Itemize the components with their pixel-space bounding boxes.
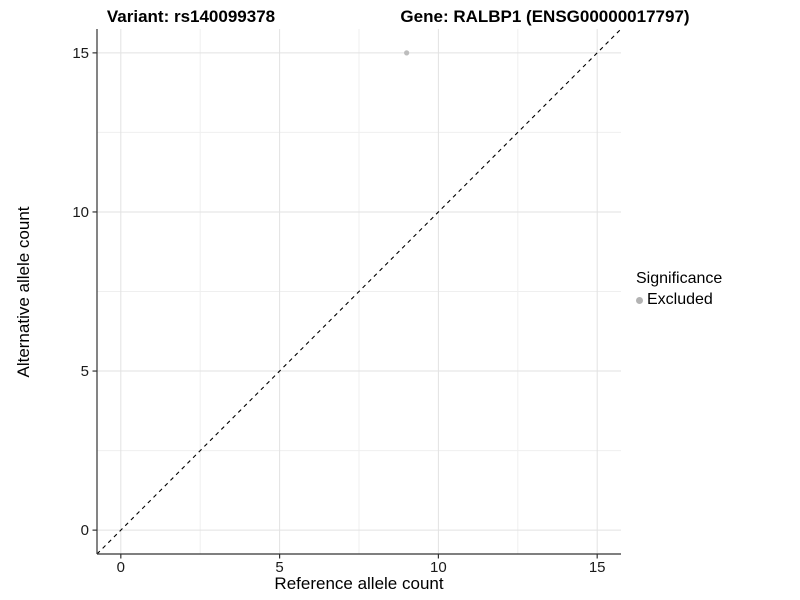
plot-title-gene: Gene: RALBP1 (ENSG00000017797): [400, 7, 690, 26]
x-tick-label: 10: [430, 559, 447, 576]
y-tick-label: 10: [72, 204, 89, 221]
plot-title-variant: Variant: rs140099378: [106, 7, 276, 26]
x-tick-label: 0: [117, 559, 125, 576]
legend-item-excluded: Excluded: [636, 291, 722, 309]
legend-point-icon: [636, 296, 643, 304]
y-tick-label: 5: [81, 363, 89, 380]
legend: Significance Excluded: [636, 270, 722, 309]
y-tick-label: 0: [81, 522, 89, 539]
data-point: [404, 50, 410, 56]
x-axis-title: Reference allele count: [274, 574, 444, 593]
legend-item-label: Excluded: [647, 291, 713, 308]
x-tick-label: 5: [275, 559, 283, 576]
identity-line: [96, 28, 622, 555]
y-tick-label: 15: [72, 45, 89, 62]
y-axis-title: Alternative allele count: [14, 206, 33, 378]
legend-title: Significance: [636, 270, 723, 287]
x-tick-label: 15: [589, 559, 606, 576]
